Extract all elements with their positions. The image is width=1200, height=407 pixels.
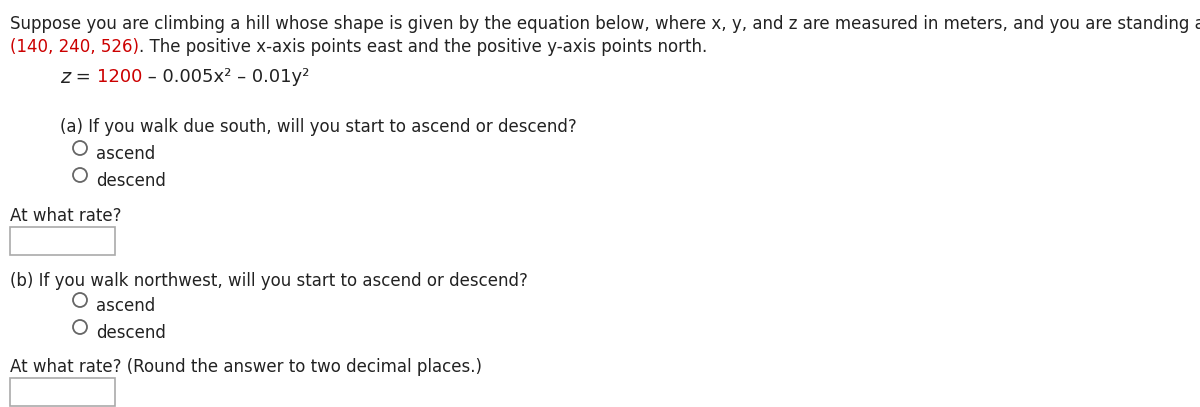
Text: ascend: ascend bbox=[96, 297, 155, 315]
Text: . The positive x-axis points east and the positive y-axis points north.: . The positive x-axis points east and th… bbox=[139, 38, 707, 56]
Text: (a) If you walk due south, will you start to ascend or descend?: (a) If you walk due south, will you star… bbox=[60, 118, 577, 136]
Text: descend: descend bbox=[96, 324, 166, 342]
Text: At what rate?: At what rate? bbox=[10, 207, 121, 225]
Text: – 0.005x² – 0.01y²: – 0.005x² – 0.01y² bbox=[142, 68, 310, 86]
Text: (140, 240, 526): (140, 240, 526) bbox=[10, 38, 139, 56]
Text: z: z bbox=[60, 68, 71, 87]
Text: (b) If you walk northwest, will you start to ascend or descend?: (b) If you walk northwest, will you star… bbox=[10, 272, 528, 290]
Text: =: = bbox=[71, 68, 97, 86]
Text: Suppose you are climbing a hill whose shape is given by the equation below, wher: Suppose you are climbing a hill whose sh… bbox=[10, 15, 1200, 33]
Text: ascend: ascend bbox=[96, 145, 155, 163]
Text: At what rate? (Round the answer to two decimal places.): At what rate? (Round the answer to two d… bbox=[10, 358, 482, 376]
FancyBboxPatch shape bbox=[10, 378, 115, 406]
Text: descend: descend bbox=[96, 172, 166, 190]
Text: 1200: 1200 bbox=[97, 68, 142, 86]
FancyBboxPatch shape bbox=[10, 227, 115, 255]
